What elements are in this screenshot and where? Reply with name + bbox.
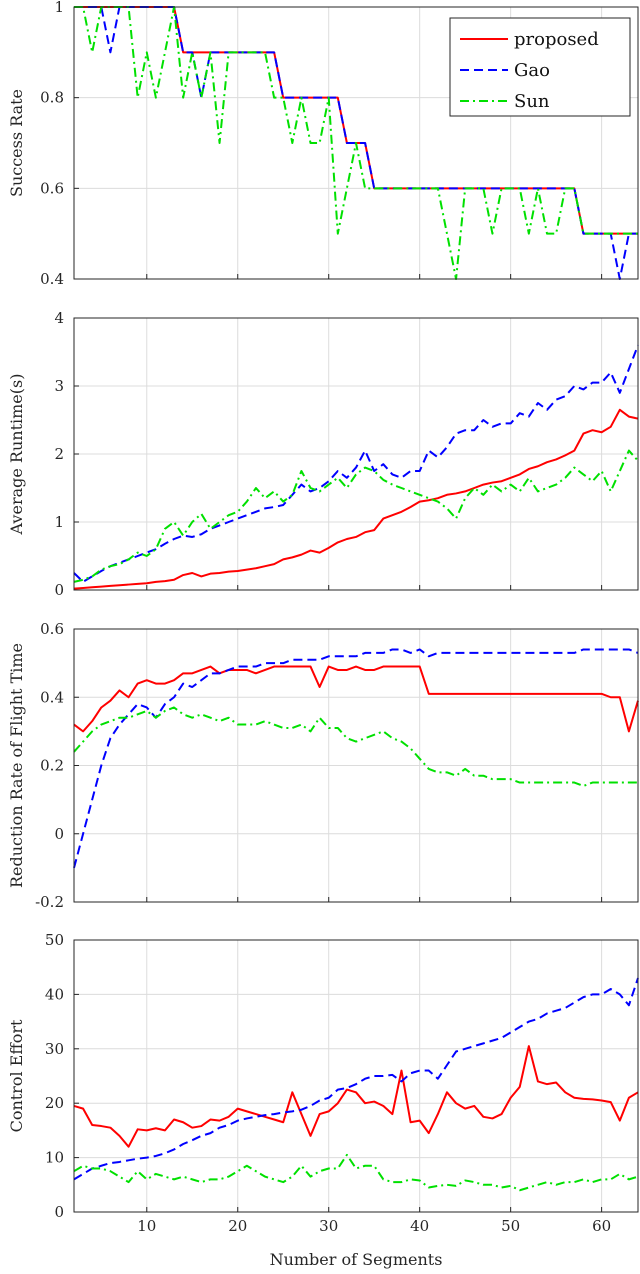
- series-line-sun: [73, 706, 638, 787]
- y-tick-label: 2: [54, 445, 64, 463]
- plot-frame: [73, 939, 639, 1213]
- panel-4: 10 20 30 40 50 60 0 10 20 30 40 50 Control Effort Num…: [7, 931, 639, 1269]
- y-axis-label: Average Runtime(s): [7, 374, 26, 536]
- series-line-proposed: [73, 408, 639, 590]
- y-tick-label: 1: [54, 513, 64, 531]
- series-line-gao: [73, 344, 639, 583]
- x-tick-label: 40: [410, 1217, 429, 1235]
- y-tick-label: 1: [54, 0, 64, 16]
- legend-label-proposed: proposed: [514, 29, 599, 50]
- plot-frame: [73, 6, 639, 280]
- series-line-sun: [73, 449, 639, 583]
- series-line-sun: [74, 6, 638, 280]
- panel-2: 0 1 2 3 4 Average Runtime(s): [7, 309, 639, 599]
- y-tick-label: 40: [45, 985, 64, 1003]
- x-tick-label: 30: [319, 1217, 338, 1235]
- plot-area: [74, 940, 638, 1212]
- series-line-proposed: [73, 665, 639, 733]
- y-axis-label: Reduction Rate of Flight Time: [7, 643, 26, 888]
- legend-box: [449, 17, 631, 117]
- legend-label-sun: Sun: [514, 91, 550, 112]
- y-tick-label: 0.4: [40, 270, 64, 288]
- y-tick-label: 10: [45, 1149, 64, 1167]
- y-tick-label: 0.4: [40, 688, 64, 706]
- x-tick-label: 60: [592, 1217, 611, 1235]
- series-line-gao: [73, 648, 639, 869]
- y-axis-label: Control Effort: [7, 1019, 26, 1132]
- y-tick-label: 0: [54, 1203, 64, 1221]
- y-tick-label: 20: [45, 1094, 64, 1112]
- y-axis-label: Success Rate: [7, 89, 26, 197]
- y-tick-label: 0: [54, 581, 64, 599]
- x-axis-label: Number of Segments: [270, 1250, 443, 1269]
- y-tick-label: 3: [54, 377, 64, 395]
- panel-3: -0.2 0 0.2 0.4 0.6 Reduction Rate of Flight T…: [7, 620, 639, 911]
- legend-label-gao: Gao: [514, 60, 550, 81]
- y-tick-label: 50: [45, 931, 64, 949]
- chart-panels: 0.4 0.6 0.8 1 Success Rate proposed Gao Sun 0 1 2 3…: [7, 0, 639, 1269]
- y-tick-label: 30: [45, 1040, 64, 1058]
- x-tick-label: 10: [137, 1217, 156, 1235]
- y-tick-label: 0.6: [40, 620, 64, 638]
- x-tick-label: 50: [501, 1217, 520, 1235]
- y-tick-label: -0.2: [35, 893, 64, 911]
- series-line-proposed: [73, 1045, 639, 1148]
- y-tick-label: 4: [54, 309, 64, 327]
- x-tick-label: 20: [228, 1217, 247, 1235]
- series-line-sun: [73, 1153, 639, 1192]
- y-tick-label: 0.8: [40, 89, 64, 107]
- legend: proposed Gao Sun: [449, 17, 631, 117]
- y-tick-label: 0.2: [40, 757, 64, 775]
- y-tick-label: 0.6: [40, 179, 64, 197]
- panel-1: 0.4 0.6 0.8 1 Success Rate proposed Gao Sun: [7, 0, 639, 288]
- series-line-gao: [73, 977, 639, 1181]
- y-tick-label: 0: [54, 825, 64, 843]
